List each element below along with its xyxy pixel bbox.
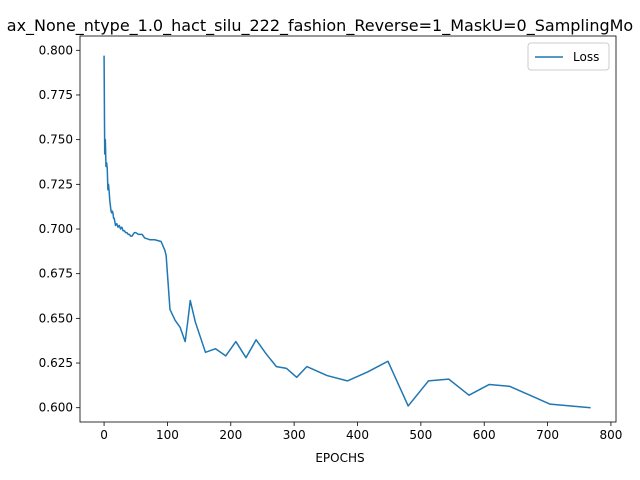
y-axis: 0.600 0.625 0.650 0.675 0.700 0.725 0.750 0.775… (39, 43, 80, 415)
chart-title: ax_None_ntype_1.0_hact_silu_222_fashion_… (7, 16, 633, 36)
series-line-0 (103, 55, 591, 409)
x-tick-label: 200 (219, 428, 242, 442)
x-axis-label: EPOCHS (315, 451, 364, 465)
x-tick-label: 700 (536, 428, 559, 442)
y-tick-label: 0.775 (39, 88, 73, 102)
legend: Loss (527, 42, 610, 71)
legend-box (527, 42, 610, 71)
y-tick-label: 0.725 (39, 177, 73, 191)
x-tick-label: 100 (156, 428, 179, 442)
x-tick-label: 300 (283, 428, 306, 442)
x-tick-label: 600 (473, 428, 496, 442)
legend-label: Loss (573, 50, 599, 64)
y-tick-label: 0.800 (39, 43, 73, 57)
y-tick-label: 0.600 (39, 401, 73, 415)
x-tick-label: 400 (346, 428, 369, 442)
y-tick-label: 0.700 (39, 222, 73, 236)
y-tick-label: 0.675 (39, 267, 73, 281)
y-tick-label: 0.650 (39, 311, 73, 325)
x-tick-label: 800 (599, 428, 622, 442)
y-tick-label: 0.625 (39, 356, 73, 370)
x-tick-label: 500 (409, 428, 432, 442)
x-tick-label: 0 (100, 428, 108, 442)
x-axis: 0 100 200 300 400 500 600 700 800 (100, 422, 622, 442)
y-tick-label: 0.750 (39, 133, 73, 147)
